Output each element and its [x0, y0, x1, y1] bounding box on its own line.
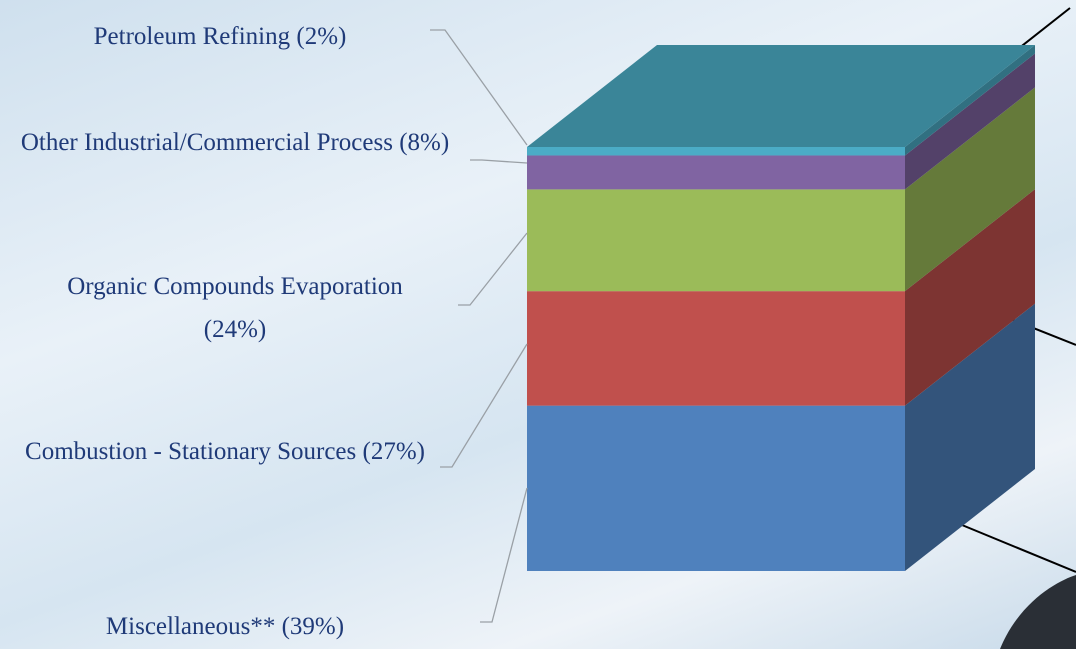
segment-label: Other Industrial/Commercial Process (8%): [5, 121, 465, 164]
value-label: (27%): [362, 438, 425, 465]
bar-side: [905, 189, 1035, 406]
dark-object: [1000, 575, 1076, 649]
leader-line: [440, 343, 528, 468]
segment-label: Miscellaneous** (39%): [45, 605, 405, 648]
bar-front: [527, 147, 905, 156]
leader-line: [430, 29, 528, 146]
bar-side: [905, 87, 1035, 292]
bar-front: [527, 155, 905, 190]
value-label: (2%): [296, 23, 347, 50]
value-label: (24%): [203, 316, 267, 343]
category-label: Petroleum Refining: [93, 23, 291, 50]
category-label: Miscellaneous**: [105, 613, 276, 640]
bar-front: [527, 405, 905, 571]
category-label: Combustion - Stationary Sources: [25, 438, 357, 465]
segment-label: Petroleum Refining (2%): [20, 15, 420, 58]
category-label: Other Industrial/Commercial Process: [20, 129, 393, 156]
bar-front: [527, 189, 905, 292]
bar-side: [905, 45, 1035, 156]
segment-label: Combustion - Stationary Sources (27%): [20, 430, 430, 473]
category-label: Organic Compounds Evaporation: [67, 273, 403, 300]
leader-line: [458, 232, 528, 306]
bar-front: [527, 291, 905, 406]
bar-top: [527, 45, 1035, 147]
leader-line: [470, 159, 528, 164]
value-label: (8%): [399, 129, 450, 156]
arrow: [944, 517, 1076, 573]
segment-label: Organic Compounds Evaporation (24%): [50, 265, 420, 351]
value-label: (39%): [281, 613, 345, 640]
bar-side: [905, 303, 1035, 571]
leader-line: [480, 487, 528, 623]
bar-side: [905, 53, 1035, 190]
